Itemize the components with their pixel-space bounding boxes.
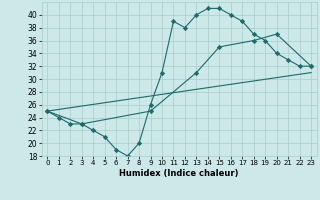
X-axis label: Humidex (Indice chaleur): Humidex (Indice chaleur) [119, 169, 239, 178]
